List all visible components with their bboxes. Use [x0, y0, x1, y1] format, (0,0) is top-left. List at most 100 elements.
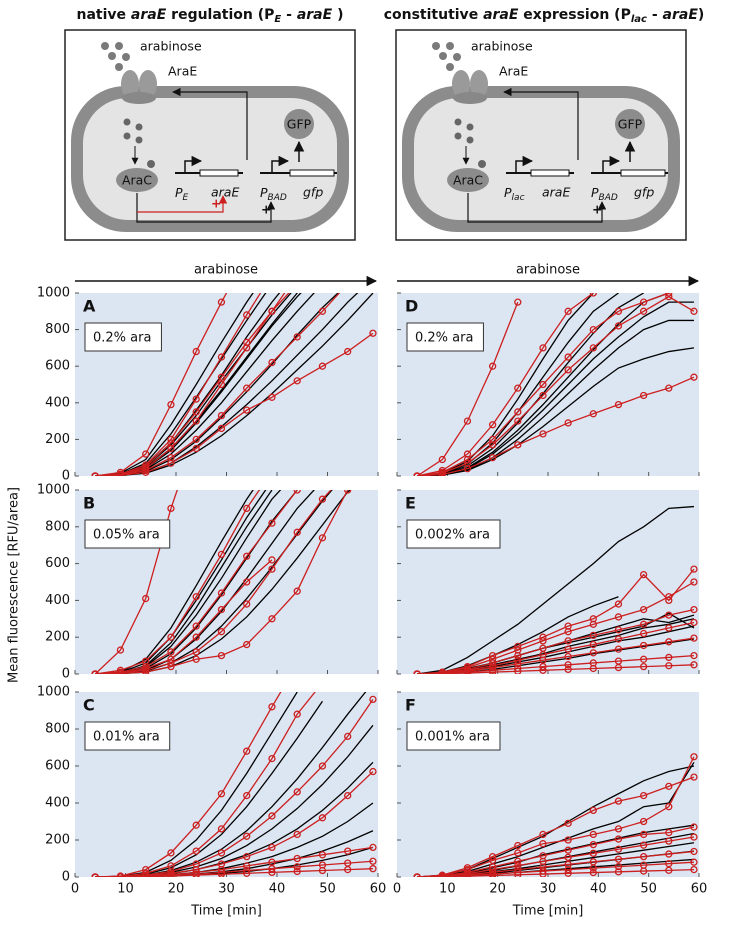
- promoter-subscript: E: [183, 193, 189, 203]
- data-point: [293, 867, 301, 876]
- data-point: [268, 615, 276, 623]
- data-point: [369, 329, 377, 337]
- diagram-label: arabinose: [471, 39, 533, 54]
- trajectory: [94, 490, 178, 674]
- data-point: [539, 380, 547, 389]
- promoter-label: P: [260, 185, 268, 200]
- data-point: [690, 661, 698, 669]
- data-point: [294, 272, 300, 278]
- trajectory: [417, 621, 695, 674]
- data-point: [243, 853, 251, 861]
- data-point: [639, 817, 648, 826]
- diagram-label: gfp: [303, 185, 323, 200]
- y-tick-label: 800: [45, 322, 70, 337]
- data-point: [142, 594, 150, 603]
- data-point: [514, 871, 522, 877]
- data-point: [665, 653, 673, 662]
- panel-label: C: [83, 696, 95, 715]
- plot-lines: [91, 272, 377, 476]
- diagram-label: gfp: [634, 185, 654, 200]
- data-point: [639, 629, 648, 638]
- data-point: [564, 353, 572, 361]
- annotation-box: [84, 519, 171, 549]
- title-part: regulation (P: [166, 7, 274, 23]
- data-point: [192, 395, 200, 403]
- data-point: [369, 695, 377, 704]
- data-point: [665, 782, 673, 790]
- data-point: [639, 853, 648, 861]
- data-point: [344, 347, 352, 356]
- trajectory: [95, 293, 262, 476]
- trajectory: [417, 637, 695, 674]
- title-part: expression (P: [518, 7, 630, 23]
- data-point: [142, 872, 150, 877]
- data-point: [217, 424, 226, 433]
- data-point: [514, 841, 522, 850]
- trajectory: [417, 664, 694, 674]
- data-point: [665, 384, 673, 392]
- data-point: [589, 649, 597, 657]
- diagram-label: araE: [211, 185, 239, 200]
- data-point: [268, 843, 276, 852]
- data-point: [564, 628, 572, 636]
- data-point: [514, 861, 522, 870]
- diagram-label: Plac: [504, 185, 525, 203]
- data-point: [614, 845, 623, 853]
- promoter-subscript: BAD: [268, 193, 287, 203]
- data-point: [690, 578, 698, 586]
- trajectory: [95, 490, 332, 674]
- data-point: [167, 633, 175, 641]
- panel: 0 10 20 30 40 50 60 Time [min] F 0.001% ara: [393, 691, 707, 919]
- data-point: [589, 864, 597, 872]
- data-point: [318, 866, 327, 875]
- trajectory: [417, 376, 695, 476]
- data-point: [589, 640, 597, 649]
- data-point: [167, 872, 175, 877]
- data-point: [319, 680, 325, 686]
- data-point: [564, 846, 572, 854]
- data-point: [488, 668, 497, 674]
- data-point: [268, 519, 276, 527]
- trajectory: [417, 581, 695, 674]
- data-point: [488, 421, 497, 429]
- data-point: [463, 459, 472, 467]
- data-point: [690, 833, 698, 841]
- data-point: [514, 849, 522, 857]
- data-point: [539, 840, 547, 848]
- data-point: [614, 645, 623, 653]
- data-point: [243, 640, 251, 649]
- data-point: [243, 504, 251, 513]
- data-point: [690, 847, 698, 856]
- data-point: [293, 863, 301, 871]
- x-tick-label: 0: [71, 882, 79, 897]
- data-point: [665, 662, 673, 670]
- data-point: [488, 454, 497, 462]
- x-tick-label: 50: [640, 882, 657, 897]
- data-point: [564, 645, 572, 653]
- data-point: [539, 870, 547, 877]
- data-point: [192, 871, 200, 877]
- data-point: [665, 624, 673, 632]
- data-point: [217, 849, 226, 857]
- data-point: [514, 667, 522, 674]
- data-point: [293, 377, 301, 385]
- trajectory: [95, 490, 349, 674]
- data-point: [539, 637, 547, 645]
- arrow-label: arabinose: [516, 263, 580, 278]
- data-point: [614, 626, 623, 634]
- data-point: [344, 847, 352, 855]
- data-point: [639, 570, 648, 579]
- data-point: [463, 669, 472, 674]
- x-axis-label: Time [min]: [512, 904, 584, 919]
- data-point: [192, 444, 200, 453]
- trajectory: [95, 692, 316, 877]
- data-point: [344, 865, 352, 874]
- data-point: [167, 400, 175, 409]
- data-point: [690, 373, 698, 381]
- y-tick-label: 200: [45, 833, 70, 848]
- data-point: [690, 651, 698, 660]
- data-point: [268, 865, 276, 873]
- data-point: [243, 600, 251, 608]
- data-point: [514, 298, 522, 306]
- data-point: [217, 380, 226, 389]
